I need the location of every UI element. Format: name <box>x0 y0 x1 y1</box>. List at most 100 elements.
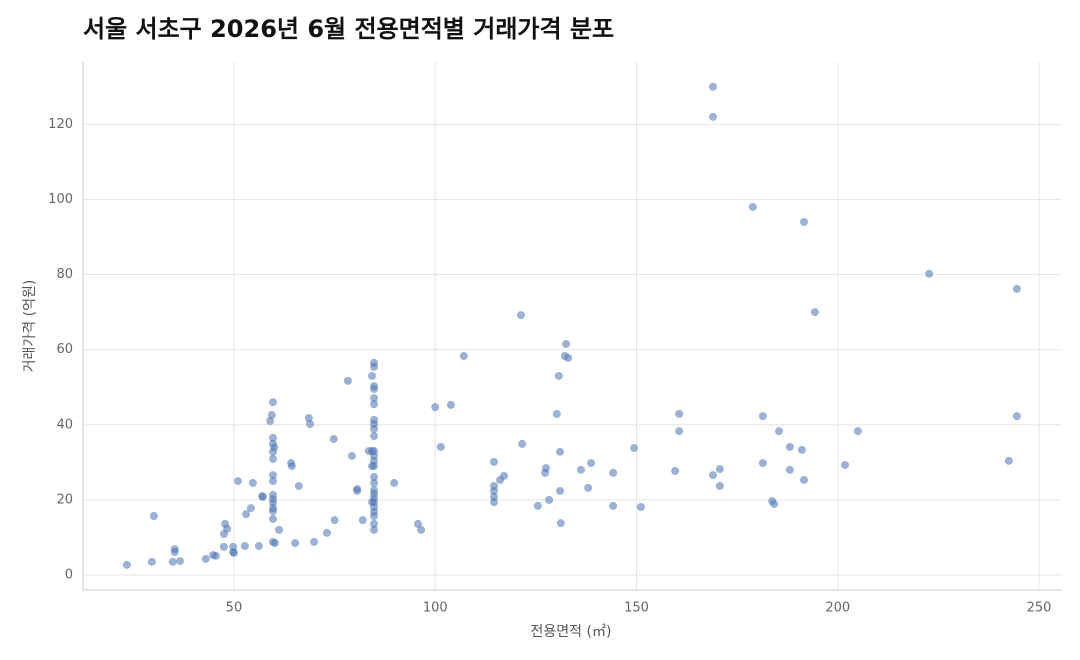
point <box>304 414 313 423</box>
point <box>269 515 278 524</box>
point <box>799 217 808 226</box>
point <box>370 519 379 528</box>
point <box>291 539 300 548</box>
point <box>584 483 593 492</box>
point <box>518 439 527 448</box>
point <box>219 542 228 551</box>
y-tick-label: 120 <box>48 117 73 132</box>
point <box>715 465 724 474</box>
point <box>370 394 379 403</box>
point <box>576 465 585 474</box>
point <box>254 542 263 551</box>
point <box>211 551 220 560</box>
point <box>675 409 684 418</box>
point <box>246 504 255 513</box>
point <box>636 503 645 512</box>
point <box>671 466 680 475</box>
point <box>294 481 303 490</box>
point <box>269 477 278 486</box>
point <box>545 495 554 504</box>
point <box>266 417 275 426</box>
points <box>122 82 1021 569</box>
point <box>587 459 596 468</box>
point <box>168 557 177 566</box>
chart-title: 서울 서초구 2026년 6월 전용면적별 거래가격 분포 <box>83 15 614 43</box>
point <box>322 528 331 537</box>
point <box>500 471 509 480</box>
point <box>233 477 242 486</box>
point <box>170 548 179 557</box>
point <box>370 525 379 534</box>
point <box>147 557 156 566</box>
point <box>413 519 422 528</box>
x-tick-label: 150 <box>624 601 649 616</box>
y-tick-label: 100 <box>48 192 73 207</box>
y-tick-label: 60 <box>56 342 73 357</box>
y-tick-label: 0 <box>65 567 73 582</box>
point <box>708 82 717 91</box>
point <box>562 340 571 349</box>
point <box>201 554 210 563</box>
point <box>436 442 445 451</box>
point <box>269 454 278 463</box>
x-axis-label: 전용면적 (㎡) <box>531 624 612 640</box>
point <box>516 311 525 320</box>
point <box>533 501 542 510</box>
point <box>353 486 362 495</box>
point <box>370 424 379 433</box>
point <box>797 445 806 454</box>
point <box>269 471 278 480</box>
x-tick-label: 250 <box>1027 601 1052 616</box>
point <box>431 403 440 412</box>
point <box>269 433 278 442</box>
point <box>556 447 565 456</box>
point <box>229 542 238 551</box>
point <box>242 510 251 519</box>
y-axis-label: 거래가격 (억원) <box>22 280 38 373</box>
point <box>459 352 468 361</box>
point <box>490 457 499 466</box>
point <box>630 444 639 453</box>
point <box>329 435 338 444</box>
point <box>347 451 356 460</box>
point <box>122 560 131 569</box>
point <box>556 519 565 528</box>
x-tick-label: 50 <box>226 601 243 616</box>
point <box>552 409 561 418</box>
point <box>708 112 717 121</box>
point <box>715 481 724 490</box>
point <box>758 459 767 468</box>
point <box>269 447 278 456</box>
point <box>417 525 426 534</box>
point <box>269 398 278 407</box>
point <box>149 512 158 521</box>
point <box>775 427 784 436</box>
point <box>785 442 794 451</box>
point <box>370 385 379 394</box>
point <box>258 492 267 501</box>
y-tick-label: 80 <box>56 267 73 282</box>
point <box>267 411 276 420</box>
point <box>248 478 257 487</box>
point <box>275 525 284 534</box>
point <box>1012 284 1021 293</box>
point <box>799 475 808 484</box>
point <box>343 376 352 385</box>
point <box>925 269 934 278</box>
point <box>446 400 455 409</box>
point <box>370 358 379 367</box>
point <box>810 308 819 317</box>
point <box>541 463 550 472</box>
point <box>330 516 339 525</box>
point <box>748 202 757 211</box>
point <box>287 462 296 471</box>
point <box>370 432 379 441</box>
x-tick-label: 100 <box>423 601 448 616</box>
point <box>370 472 379 481</box>
point <box>770 500 779 509</box>
point <box>269 507 278 516</box>
point <box>368 371 377 380</box>
point <box>609 468 618 477</box>
